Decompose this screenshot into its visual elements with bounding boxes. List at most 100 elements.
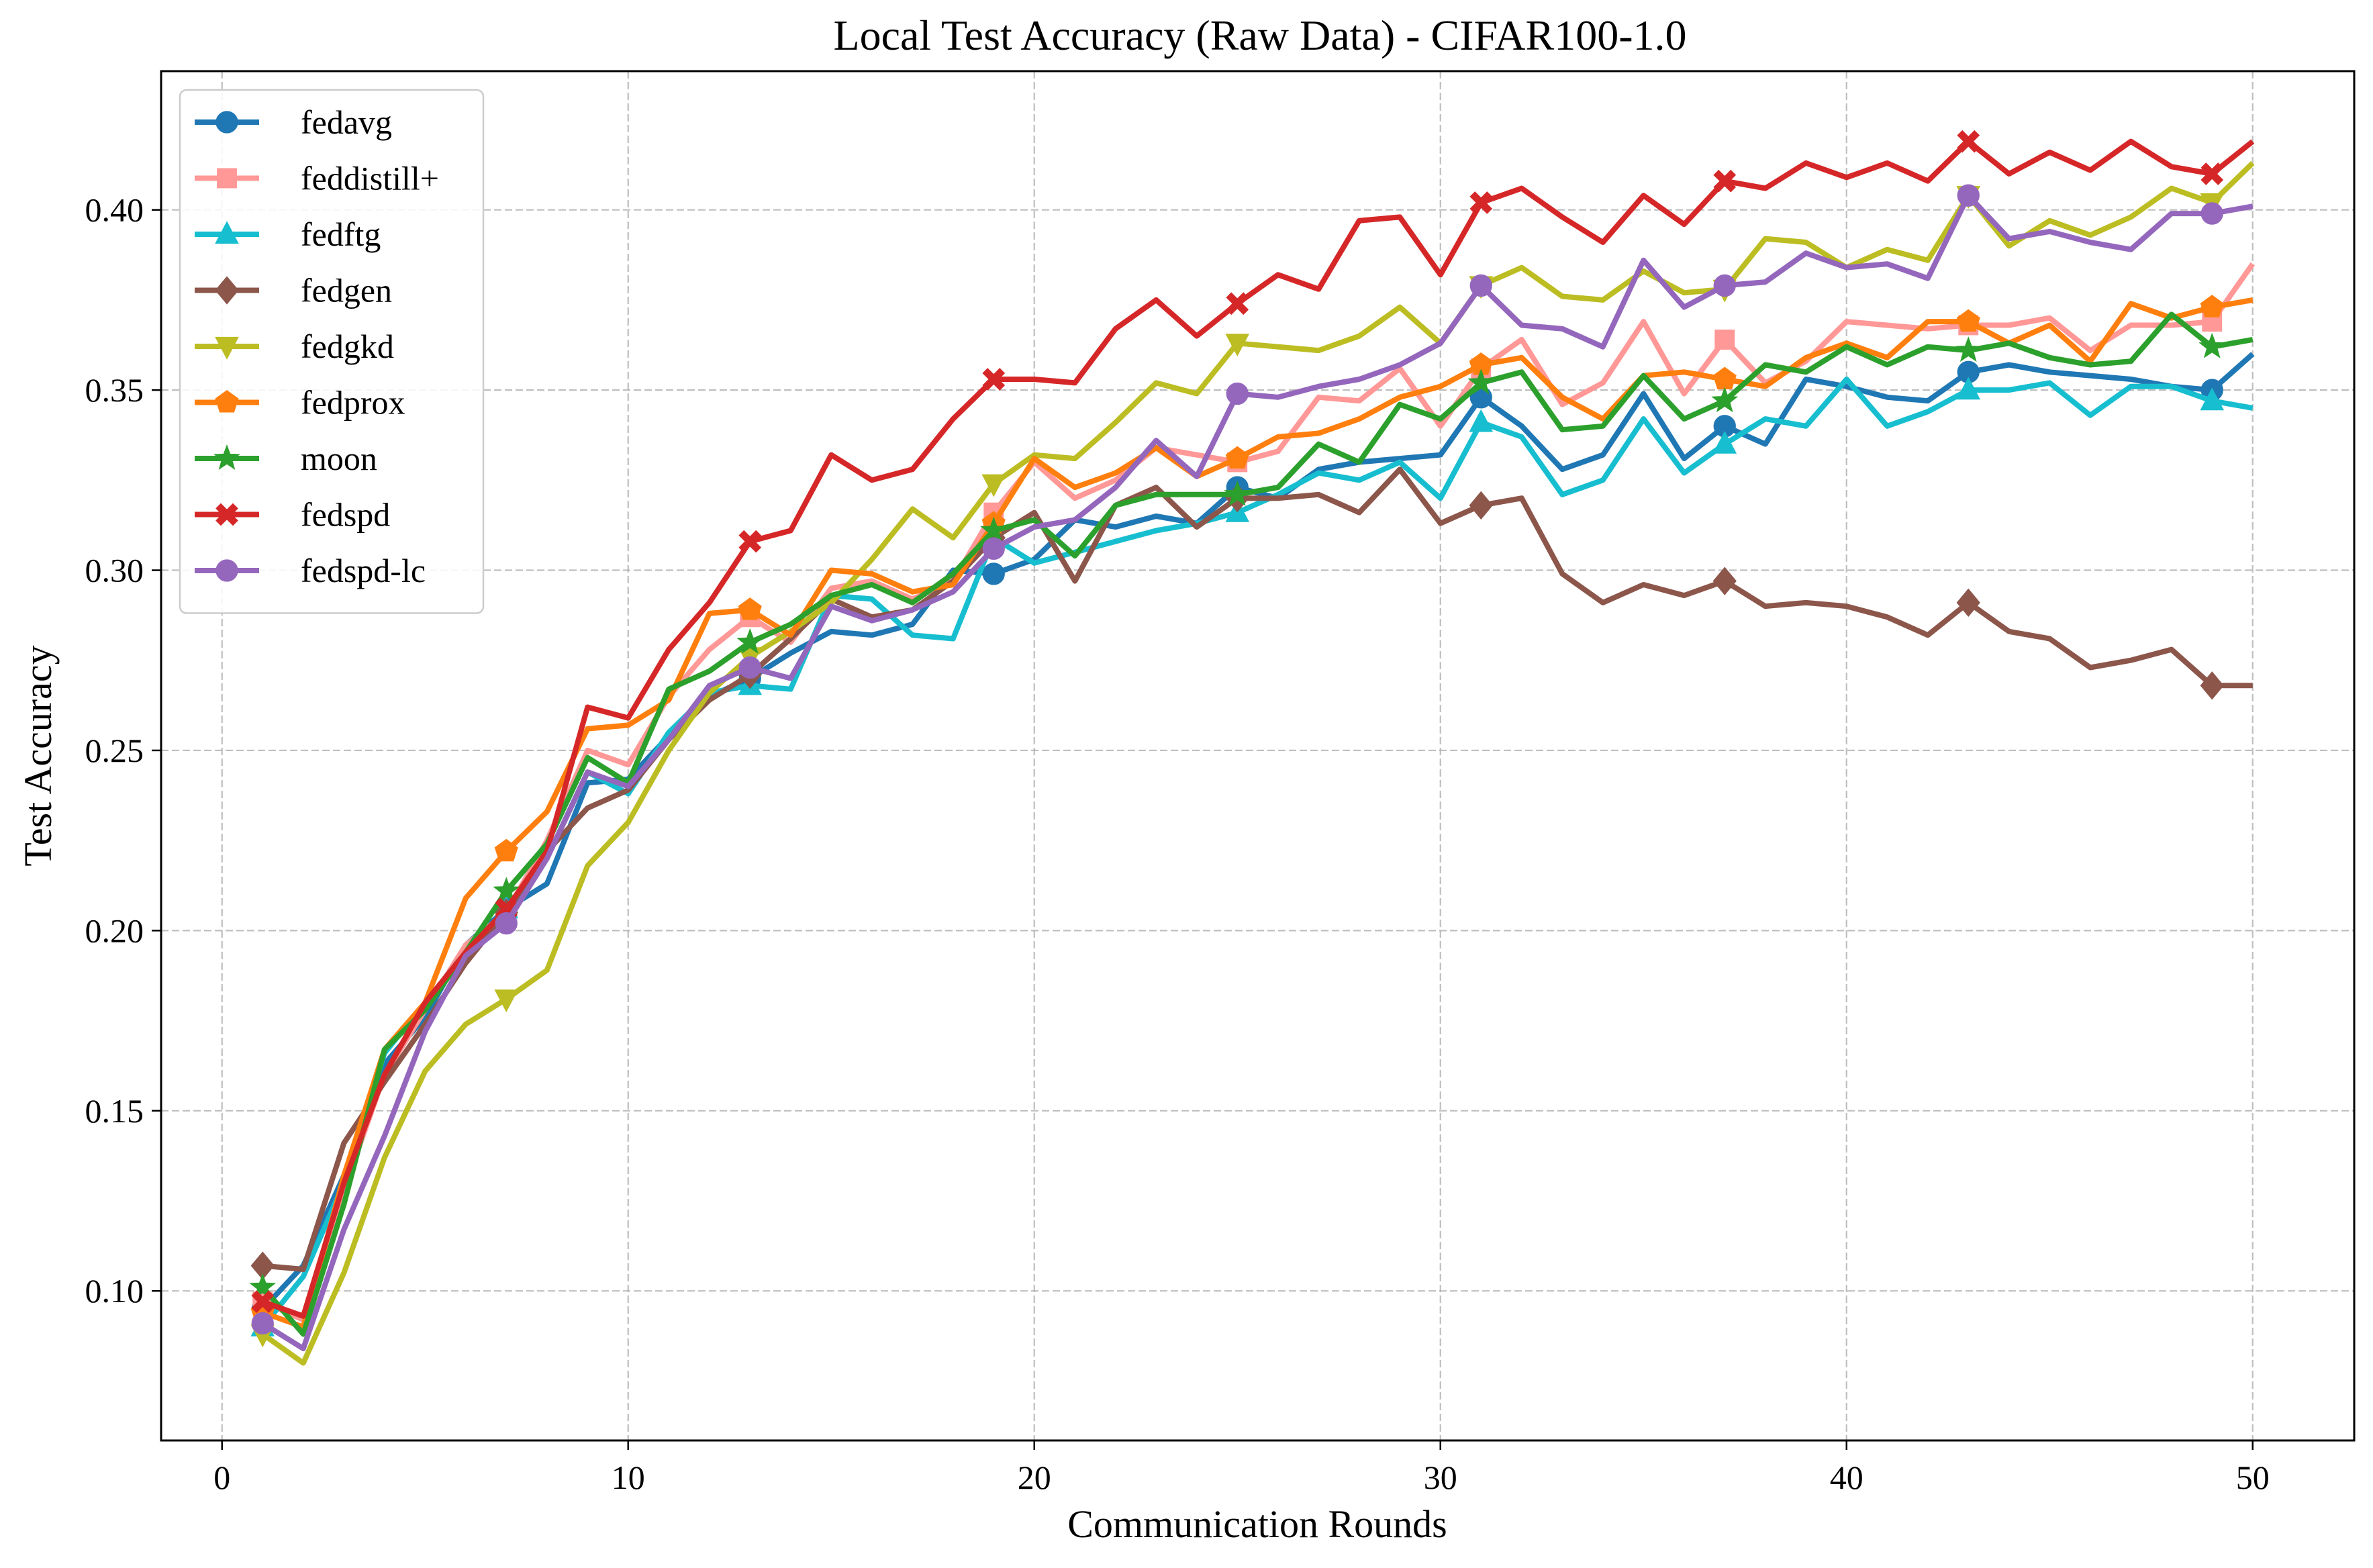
y-tick-label: 0.10 [85,1272,144,1310]
data-point-fedspd-lc [2200,202,2223,225]
data-point-fedspd [1469,191,1493,214]
data-point-fedspd-lc [738,656,761,679]
legend-item-fedspd: fedspd [195,496,390,534]
data-point-fedspd [1957,130,1980,153]
data-point-fedspd-lc [1957,184,1980,207]
legend-label: fedspd [301,496,390,534]
series-fedspd-lc [251,184,2254,1352]
series-line-moon [260,311,2254,1337]
data-point-fedspd-lc [495,912,518,935]
legend-label: fedftg [301,215,381,253]
data-point-fedspd-lc [982,537,1005,560]
legend-marker-fedspd [215,503,238,526]
legend-item-fedprox: fedprox [195,384,405,422]
y-tick-label: 0.25 [85,732,144,769]
x-tick-label: 30 [1424,1459,1457,1496]
x-axis-ticks: 0 10 20 30 40 50 [213,1440,2270,1496]
series-lines [249,130,2256,1366]
legend-marker-fedgkd [215,336,239,360]
legend-marker-fedspd-lc [215,559,238,582]
legend-box [179,89,485,614]
legend: fedavg feddistill+ fedftg fedgen fedgkd fedpr… [179,89,485,614]
data-point-fedftg [1956,377,1981,400]
data-point-moon [493,877,520,903]
data-point-fedgkd [1225,334,1250,357]
series-line-fedgen [262,467,2253,1272]
y-axis-label: Test Accuracy [16,645,60,866]
legend-label: fedspd-lc [301,552,426,589]
x-tick-label: 20 [1018,1459,1051,1496]
data-point-fedgen [1712,567,1737,595]
legend-label: fedgen [301,272,392,309]
legend-item-fedgkd: fedgkd [195,328,394,365]
series-line-fedspd [261,138,2255,1319]
data-point-fedprox [494,838,518,862]
data-point-moon [2198,332,2226,358]
series-moon [249,311,2254,1337]
data-point-moon [1224,480,1251,506]
data-point-moon [980,516,1008,542]
data-point-fedprox [2200,295,2224,317]
data-point-moon [1467,369,1495,395]
legend-marker-fedftg [215,221,239,244]
plot-frame [160,70,2356,1442]
data-point-fedgkd [981,474,1006,497]
legend-label: feddistill+ [301,160,439,197]
series-line-fedspd-lc [261,193,2254,1352]
data-point-fedftg [2200,387,2225,411]
data-point-fedgen [1956,588,1980,618]
legend-label: fedprox [301,384,405,422]
legend-marker-feddistill+ [217,168,237,189]
series-line-fedgkd [260,161,2255,1366]
x-axis-label: Communication Rounds [1067,1502,1447,1546]
data-point-fedftg [1469,409,1494,432]
y-axis-ticks: 0.10 0.15 0.20 0.25 0.30 0.35 0.40 [85,191,161,1310]
x-tick-label: 10 [612,1459,645,1496]
x-tick-label: 0 [213,1459,230,1496]
data-point-fedspd-lc [251,1312,274,1335]
data-point-fedspd [1226,292,1249,315]
legend-marker-fedavg [215,111,238,134]
legend-item-fedspd-lc: fedspd-lc [195,552,426,589]
y-tick-label: 0.40 [85,191,144,229]
data-point-fedspd-lc [1713,274,1736,297]
data-point-fedprox [1956,309,1980,332]
y-tick-label: 0.20 [85,912,144,949]
data-point-moon [249,1273,277,1299]
legend-label: fedavg [301,103,392,141]
legend-item-fedavg: fedavg [195,103,392,141]
data-point-fedftg [1712,430,1737,454]
legend-item-moon: moon [195,440,377,477]
data-point-moon [1711,387,1739,413]
legend-marker-fedprox [215,390,239,413]
x-tick-label: 50 [2236,1459,2270,1496]
data-point-moon [1955,336,1982,362]
data-point-fedspd [982,368,1006,391]
data-point-fedgkd [494,989,519,1013]
legend-label: moon [301,440,377,477]
legend-item-fedgen: fedgen [195,272,392,309]
data-point-fedgen [2200,671,2224,700]
series-line-fedprox [261,297,2254,1330]
data-point-fedgen [1469,491,1493,520]
data-point-fedspd-lc [1469,274,1492,297]
legend-item-fedftg: fedftg [195,215,381,253]
y-tick-label: 0.15 [85,1092,144,1130]
data-point-fedspd [2200,162,2224,185]
data-point-fedspd [251,1290,275,1314]
legend-marker-moon [213,444,240,470]
legend-item-feddistill+: feddistill+ [195,160,439,197]
data-point-fedprox [738,597,762,620]
x-tick-label: 40 [1830,1459,1863,1496]
data-point-fedspd-lc [1226,382,1249,405]
data-point-fedavg [982,562,1005,585]
data-point-fedspd [738,530,762,553]
y-tick-label: 0.30 [85,552,144,589]
legend-label: fedgkd [301,328,394,365]
data-point-fedprox [1225,446,1249,469]
data-point-moon [736,628,764,654]
data-point-fedspd [1713,169,1737,193]
chart-title: Local Test Accuracy (Raw Data) - CIFAR10… [834,11,1687,59]
data-point-feddistill+ [1714,329,1735,350]
